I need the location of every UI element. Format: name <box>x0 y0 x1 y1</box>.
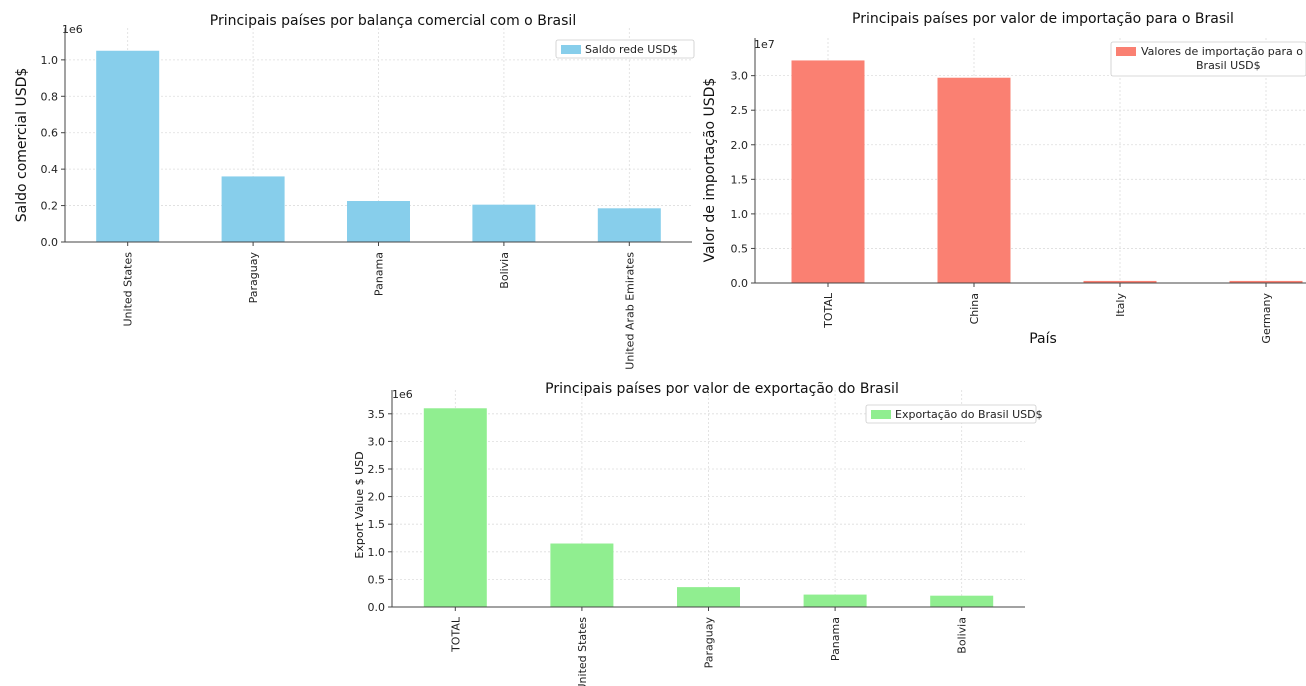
legend-label: Exportação do Brasil USD$ <box>895 408 1043 421</box>
bar-total <box>791 60 865 283</box>
y-tick-label: 0.2 <box>41 200 59 213</box>
y-tick-label: 0.6 <box>41 127 59 140</box>
y-tick-label: 0.0 <box>731 277 749 290</box>
x-tick-label: United States <box>122 252 135 327</box>
x-tick-label: Italy <box>1114 293 1127 317</box>
axis-scale-label: 1e6 <box>392 388 413 401</box>
x-tick-label: Paraguay <box>247 252 260 304</box>
x-tick-label: United Arab Emirates <box>623 252 636 370</box>
x-tick-label: Panama <box>829 617 842 661</box>
bar-panama <box>803 594 867 607</box>
y-tick-label: 1.0 <box>731 208 749 221</box>
legend-label: Saldo rede USD$ <box>585 43 678 56</box>
y-tick-label: 0.5 <box>731 242 749 255</box>
x-tick-label: TOTAL <box>449 616 462 653</box>
chart-2: Principais países por valor de importaçã… <box>702 11 1306 347</box>
y-tick-label: 0.0 <box>41 236 59 249</box>
y-tick-label: 1.5 <box>731 173 749 186</box>
bar-paraguay <box>677 587 740 607</box>
legend: Saldo rede USD$ <box>555 39 695 59</box>
bar-bolivia <box>930 595 994 607</box>
y-tick-label: 1.0 <box>368 546 386 559</box>
legend-swatch <box>561 45 581 54</box>
y-tick-label: 2.5 <box>731 104 749 117</box>
bar-germany <box>1229 280 1303 283</box>
y-tick-label: 0.5 <box>368 573 386 586</box>
x-tick-label: Paraguay <box>703 617 716 669</box>
bar-united-arab-emirates <box>597 208 661 242</box>
y-tick-label: 2.5 <box>368 463 386 476</box>
x-tick-label: TOTAL <box>822 292 835 329</box>
legend-label: Valores de importação para o <box>1141 45 1303 58</box>
bar-united-states <box>550 543 614 607</box>
y-tick-label: 0.4 <box>41 163 59 176</box>
bar-bolivia <box>472 204 536 242</box>
x-tick-label: Bolivia <box>498 252 511 289</box>
chart-title: Principais países por balança comercial … <box>210 13 576 29</box>
y-tick-label: 1.0 <box>41 54 59 67</box>
y-tick-label: 0.0 <box>368 601 386 614</box>
chart-3: Principais países por valor de exportaçã… <box>353 381 1043 686</box>
x-tick-label: United States <box>576 617 589 686</box>
y-tick-label: 3.0 <box>731 70 749 83</box>
x-tick-label: Bolivia <box>956 617 969 654</box>
legend-swatch <box>871 410 891 419</box>
legend-box <box>555 39 695 59</box>
bar-united-states <box>96 50 160 242</box>
legend-box <box>865 404 1037 424</box>
y-axis-label: Valor de importação USD$ <box>702 78 718 263</box>
x-tick-label: China <box>968 293 981 324</box>
y-axis-label: Export Value $ USD <box>353 451 366 558</box>
axis-scale-label: 1e6 <box>62 23 83 36</box>
y-tick-label: 2.0 <box>731 139 749 152</box>
bar-china <box>937 77 1011 284</box>
x-axis-label: País <box>1029 331 1057 347</box>
legend-label: Brasil USD$ <box>1196 59 1261 72</box>
x-tick-label: Germany <box>1260 293 1273 344</box>
chart-1: Principais países por balança comercial … <box>14 13 695 370</box>
y-tick-label: 2.0 <box>368 491 386 504</box>
legend-swatch <box>1116 47 1136 56</box>
chart-title: Principais países por valor de importaçã… <box>852 11 1234 27</box>
x-tick-label: Panama <box>373 252 386 296</box>
legend-box <box>1110 41 1306 77</box>
y-tick-label: 3.0 <box>368 435 386 448</box>
y-tick-label: 3.5 <box>368 408 386 421</box>
legend: Exportação do Brasil USD$ <box>865 404 1043 424</box>
chart-title: Principais países por valor de exportaçã… <box>545 381 899 397</box>
y-tick-label: 0.8 <box>41 90 59 103</box>
bar-panama <box>347 201 410 242</box>
bar-italy <box>1083 280 1157 283</box>
axis-scale-label: 1e7 <box>754 38 775 51</box>
y-tick-label: 1.5 <box>368 518 386 531</box>
bar-total <box>423 408 487 607</box>
bar-paraguay <box>221 176 285 242</box>
y-axis-label: Saldo comercial USD$ <box>14 68 30 223</box>
